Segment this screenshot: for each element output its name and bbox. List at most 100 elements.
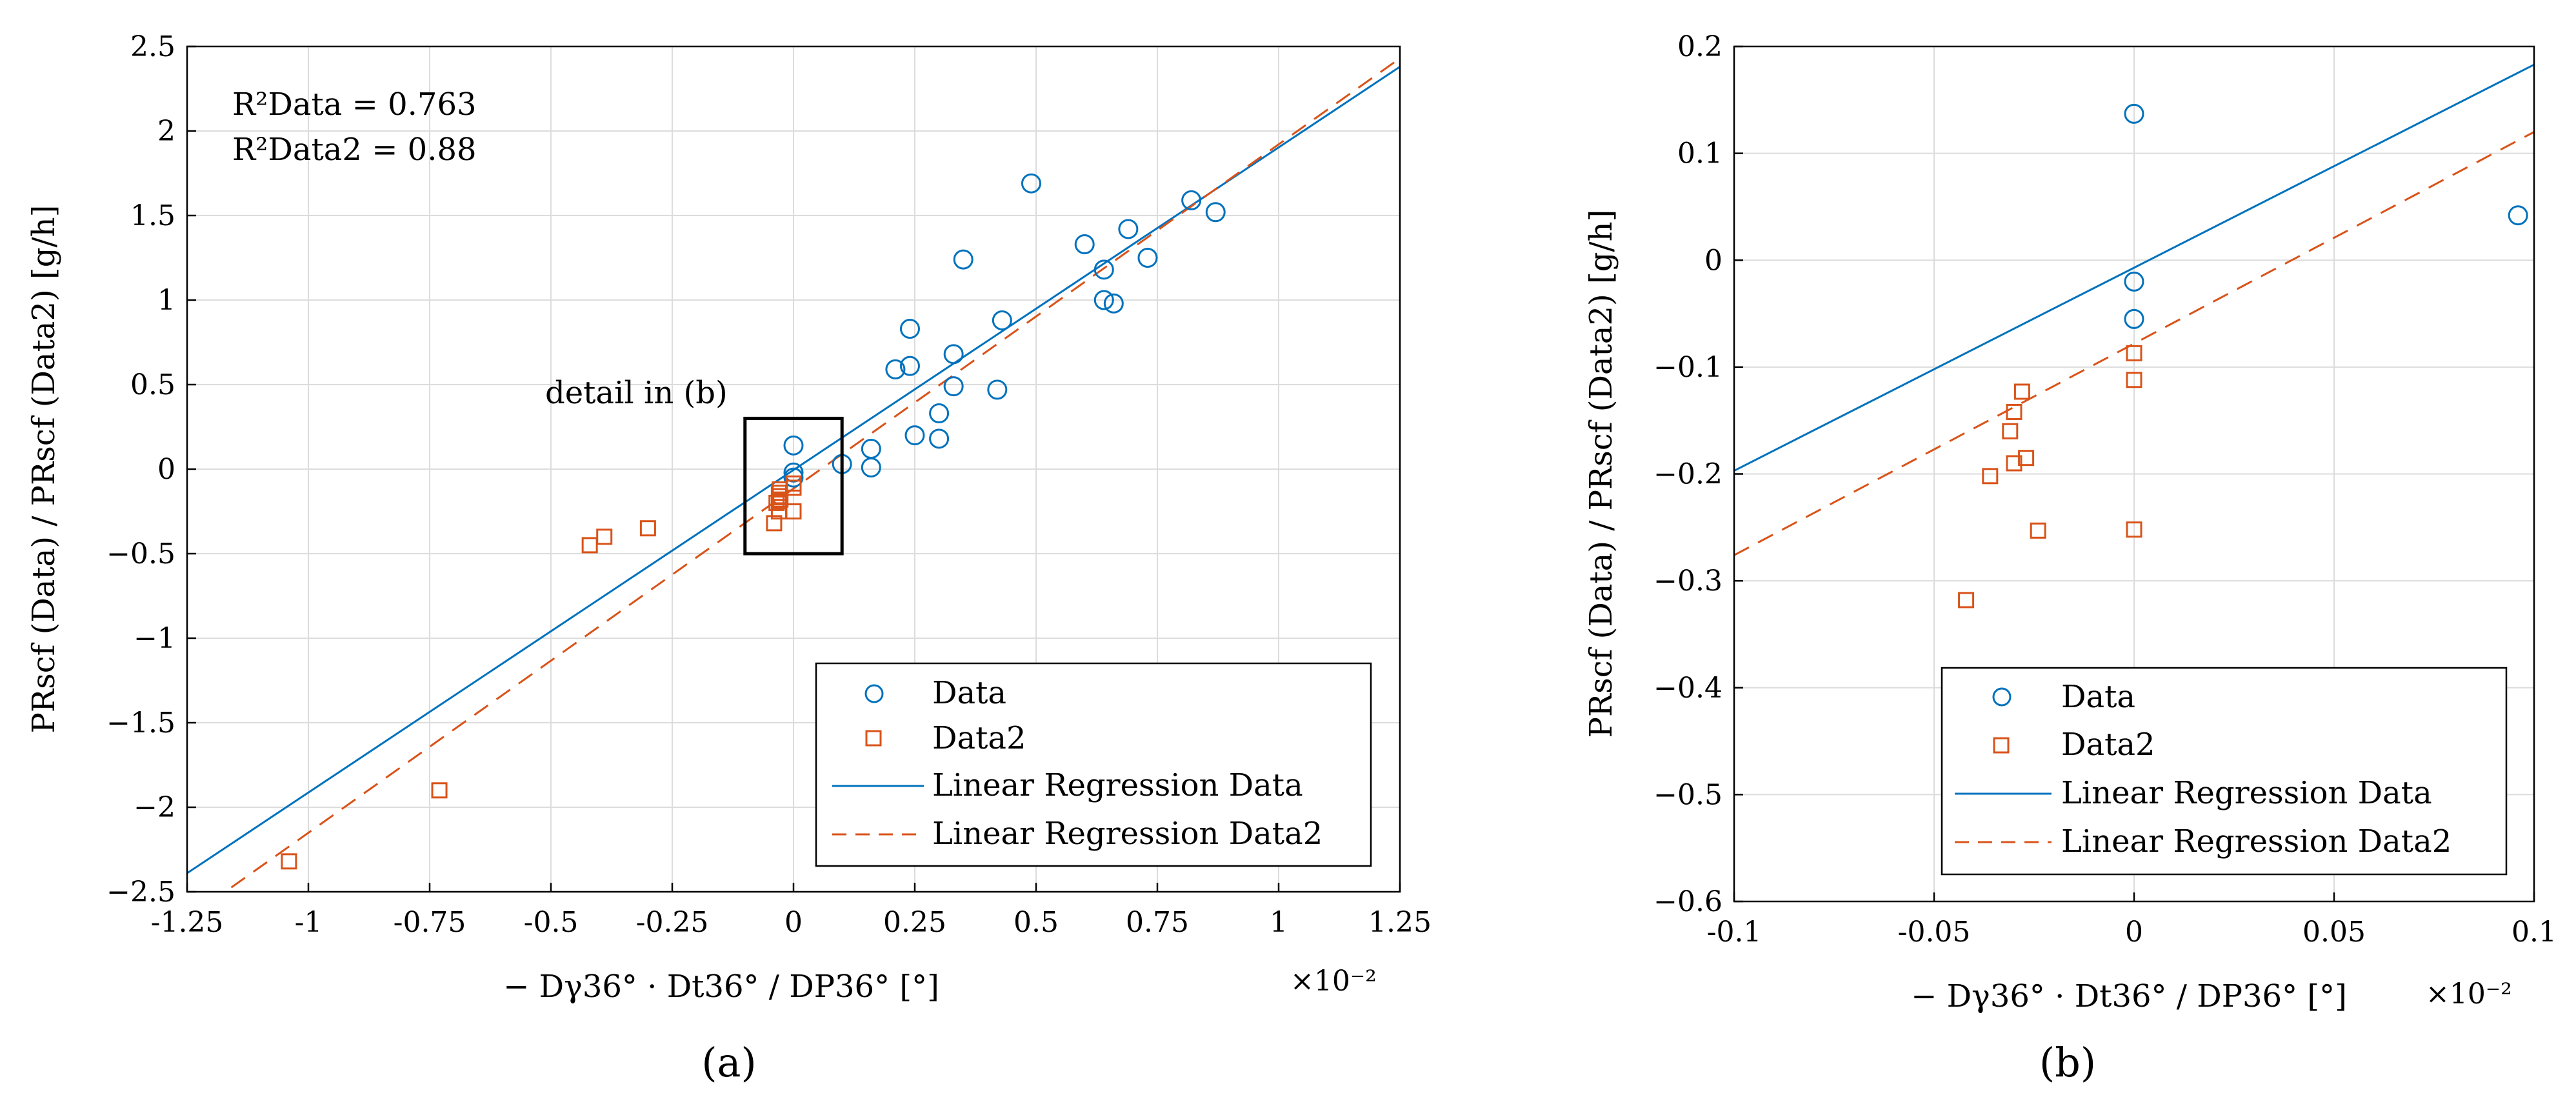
a-point-data	[783, 467, 804, 488]
a-point-data	[885, 359, 906, 379]
a-x-tick-label: 0.25	[883, 906, 946, 939]
b-regression-lines	[1734, 63, 2534, 556]
a-detail-box	[743, 416, 844, 556]
b-y-tick-label: 0.2	[1677, 30, 1722, 63]
b-point-data	[2124, 103, 2144, 124]
b-point-data2	[2018, 450, 2035, 467]
a-line-lr-data2	[223, 57, 1400, 892]
b-point-data2	[1982, 468, 1999, 485]
a-point-data2	[581, 537, 598, 554]
a-legend-box	[815, 662, 1372, 867]
a-regression-lines	[187, 57, 1400, 892]
b-x-multiplier: ×10⁻²	[2426, 978, 2512, 1011]
a-point-data	[783, 435, 804, 456]
b-point-data2	[2006, 403, 2022, 420]
a-y-axis-label: PRscf (Data) / PRscf (Data2) [g/h]	[26, 205, 62, 734]
a-point-data	[1093, 259, 1114, 280]
a-x-axis-label: − Dγ36° · Dt36° / DP36° [°]	[503, 969, 939, 1005]
a-y-tick-label: −0.5	[106, 538, 175, 570]
a-point-data2	[639, 520, 656, 537]
a-y-tick-label: 2	[157, 115, 175, 148]
a-legend-label-data2: Data2	[932, 720, 1026, 756]
b-point-data2	[2126, 521, 2142, 538]
b-point-data	[2124, 271, 2144, 292]
b-point-data2	[1958, 592, 1975, 609]
a-r2-data: R²Data = 0.763	[232, 86, 477, 123]
b-y-tick-label: −0.6	[1653, 885, 1722, 918]
b-point-data2	[2126, 345, 2142, 361]
a-point-data2	[431, 782, 448, 799]
a-y-tick-label: −2	[134, 791, 175, 824]
b-legend-label-data: Data	[2061, 679, 2135, 715]
b-panel-label: (b)	[2039, 1039, 2096, 1086]
a-r2-data2: R²Data2 = 0.88	[232, 132, 477, 168]
a-point-data2	[785, 503, 802, 519]
b-data-points	[1958, 103, 2528, 609]
b-point-data2	[2013, 383, 2030, 400]
a-line-lr-data	[187, 66, 1400, 874]
a-point-data	[899, 319, 920, 339]
a-point-data	[1021, 173, 1041, 194]
b-x-tick-label: -0.05	[1898, 916, 1971, 949]
a-panel-label: (a)	[701, 1039, 756, 1086]
a-x-tick-label: -0.75	[394, 906, 466, 939]
b-x-tick-label: 0	[2125, 916, 2143, 949]
a-point-data	[1181, 190, 1202, 210]
b-legend-marker-data	[1992, 687, 2012, 707]
a-x-tick-label: -1	[295, 906, 323, 939]
a-y-tick-label: −1	[134, 622, 175, 655]
a-x-tick-label: 1	[1270, 906, 1288, 939]
b-line-lr-data	[1734, 63, 2534, 472]
a-y-tick-label: 0	[157, 453, 175, 486]
b-legend-label-lr-data2: Linear Regression Data2	[2061, 823, 2451, 860]
b-y-tick-label: −0.3	[1653, 565, 1722, 598]
a-point-data	[1137, 248, 1158, 268]
a-point-data	[943, 344, 964, 365]
a-x-tick-label: -0.25	[636, 906, 709, 939]
a-y-tick-label: 1	[157, 284, 175, 317]
a-x-tick-label: -1.25	[151, 906, 224, 939]
b-legend-label-lr-data: Linear Regression Data	[2061, 775, 2432, 811]
a-x-tick-label: 1.25	[1368, 906, 1432, 939]
b-legend: Data Data2 Linear Regression Data Linear…	[1941, 667, 2508, 876]
a-x-multiplier: ×10⁻²	[1290, 965, 1377, 998]
a-point-data	[861, 457, 881, 478]
b-y-tick-label: −0.4	[1653, 672, 1722, 705]
a-point-data2	[785, 475, 802, 492]
a-point-data	[929, 428, 950, 449]
a-x-tick-label: -0.5	[524, 906, 579, 939]
a-y-tick-label: 2.5	[130, 30, 175, 63]
a-point-data	[904, 425, 925, 446]
b-y-tick-label: 0	[1704, 244, 1722, 277]
b-x-tick-label: -0.1	[1707, 916, 1762, 949]
a-point-data	[1118, 219, 1139, 239]
a-legend-marker-data2	[865, 730, 882, 747]
b-y-tick-label: −0.2	[1653, 458, 1722, 491]
a-point-data	[1205, 202, 1226, 223]
panel-a: -1.25 -1 -0.75 -0.5 -0.25 0 0.25 0.5 0.75 1 1.25 −2…	[26, 30, 1432, 1086]
a-y-tick-label: 0.5	[130, 368, 175, 401]
a-legend-marker-data	[864, 684, 884, 703]
a-x-tick-label: 0.75	[1126, 906, 1189, 939]
b-point-data2	[2002, 423, 2019, 439]
a-point-data	[1103, 293, 1124, 314]
b-point-data2	[2126, 372, 2142, 388]
b-x-tick-label: 0.1	[2511, 916, 2557, 949]
a-point-data	[953, 249, 973, 270]
a-point-data2	[596, 528, 613, 545]
a-point-data2	[281, 853, 297, 870]
b-y-axis-label: PRscf (Data) / PRscf (Data2) [g/h]	[1583, 210, 1619, 738]
a-point-data	[929, 403, 950, 424]
b-point-data2	[2030, 522, 2046, 539]
a-legend: Data Data2 Linear Regression Data Linear…	[815, 662, 1372, 867]
a-point-data2	[766, 515, 783, 532]
a-x-tick-label: 0	[784, 906, 803, 939]
a-point-data	[943, 376, 964, 397]
a-legend-label-lr-data: Linear Regression Data	[932, 767, 1303, 803]
a-point-data	[987, 379, 1008, 400]
b-legend-label-data2: Data2	[2061, 727, 2155, 763]
a-legend-label-data: Data	[932, 675, 1006, 711]
b-legend-marker-data2	[1993, 737, 2010, 754]
a-data-points	[281, 173, 1226, 870]
